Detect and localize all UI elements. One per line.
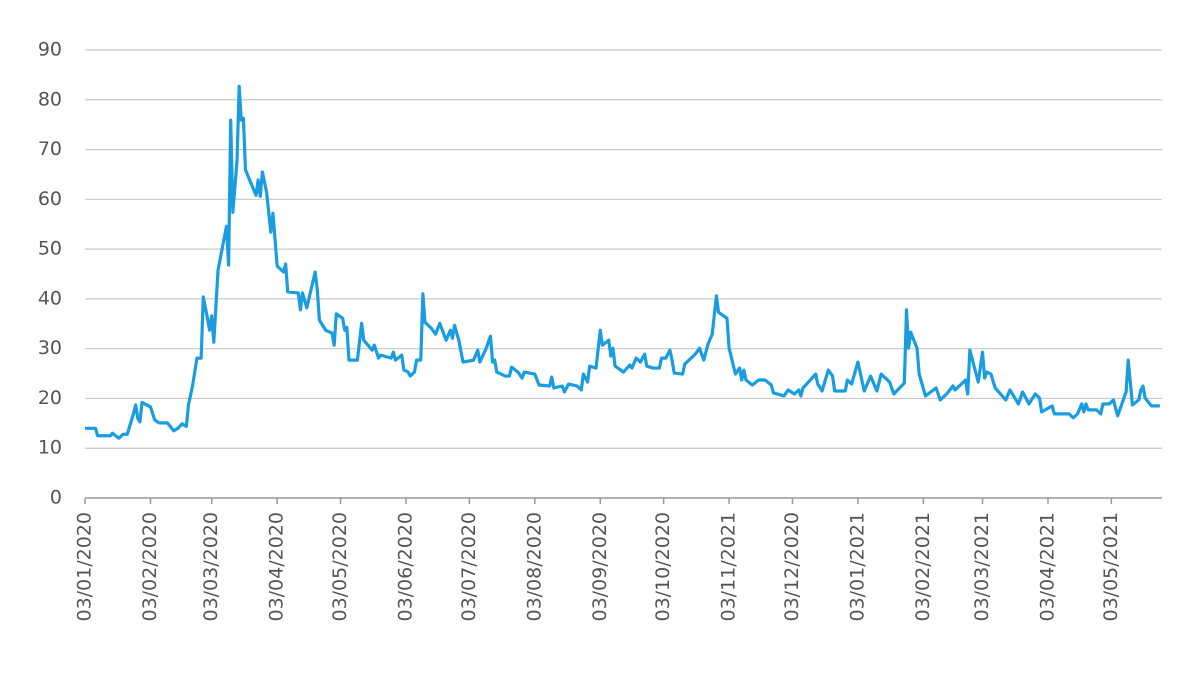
y-tick-label: 70: [38, 138, 62, 160]
x-tick-label: 03/01/2021: [846, 512, 868, 622]
x-tick-label: 03/02/2020: [139, 512, 161, 622]
x-tick-label: 03/06/2020: [394, 512, 416, 622]
y-tick-label: 50: [38, 238, 62, 260]
x-tick-label: 03/12/2020: [781, 512, 803, 622]
x-tick-label: 03/02/2021: [912, 512, 934, 622]
y-tick-label: 30: [38, 337, 62, 359]
data-line: [85, 84, 1160, 440]
y-tick-label: 80: [38, 88, 62, 110]
x-tick-label: 03/09/2020: [589, 512, 611, 622]
x-tick-label: 03/04/2021: [1036, 512, 1058, 622]
y-tick-label: 90: [38, 39, 62, 61]
x-tick-label: 03/07/2020: [458, 512, 480, 622]
y-tick-label: 10: [38, 437, 62, 459]
x-tick-label: 03/01/2020: [74, 512, 96, 622]
x-tick-label: 03/05/2021: [1100, 512, 1122, 622]
x-tick-label: 03/04/2020: [266, 512, 288, 622]
x-tick-label: 03/05/2020: [329, 512, 351, 622]
y-tick-label: 60: [38, 188, 62, 210]
x-tick-label: 03/03/2020: [200, 512, 222, 622]
x-tick-label: 03/08/2020: [523, 512, 545, 622]
x-tick-label: 03/11/2021: [718, 512, 740, 622]
y-tick-label: 0: [50, 487, 62, 509]
y-tick-label: 40: [38, 287, 62, 309]
y-tick-label: 20: [38, 387, 62, 409]
x-tick-label: 03/03/2021: [971, 512, 993, 622]
x-tick-label: 03/10/2020: [652, 512, 674, 622]
